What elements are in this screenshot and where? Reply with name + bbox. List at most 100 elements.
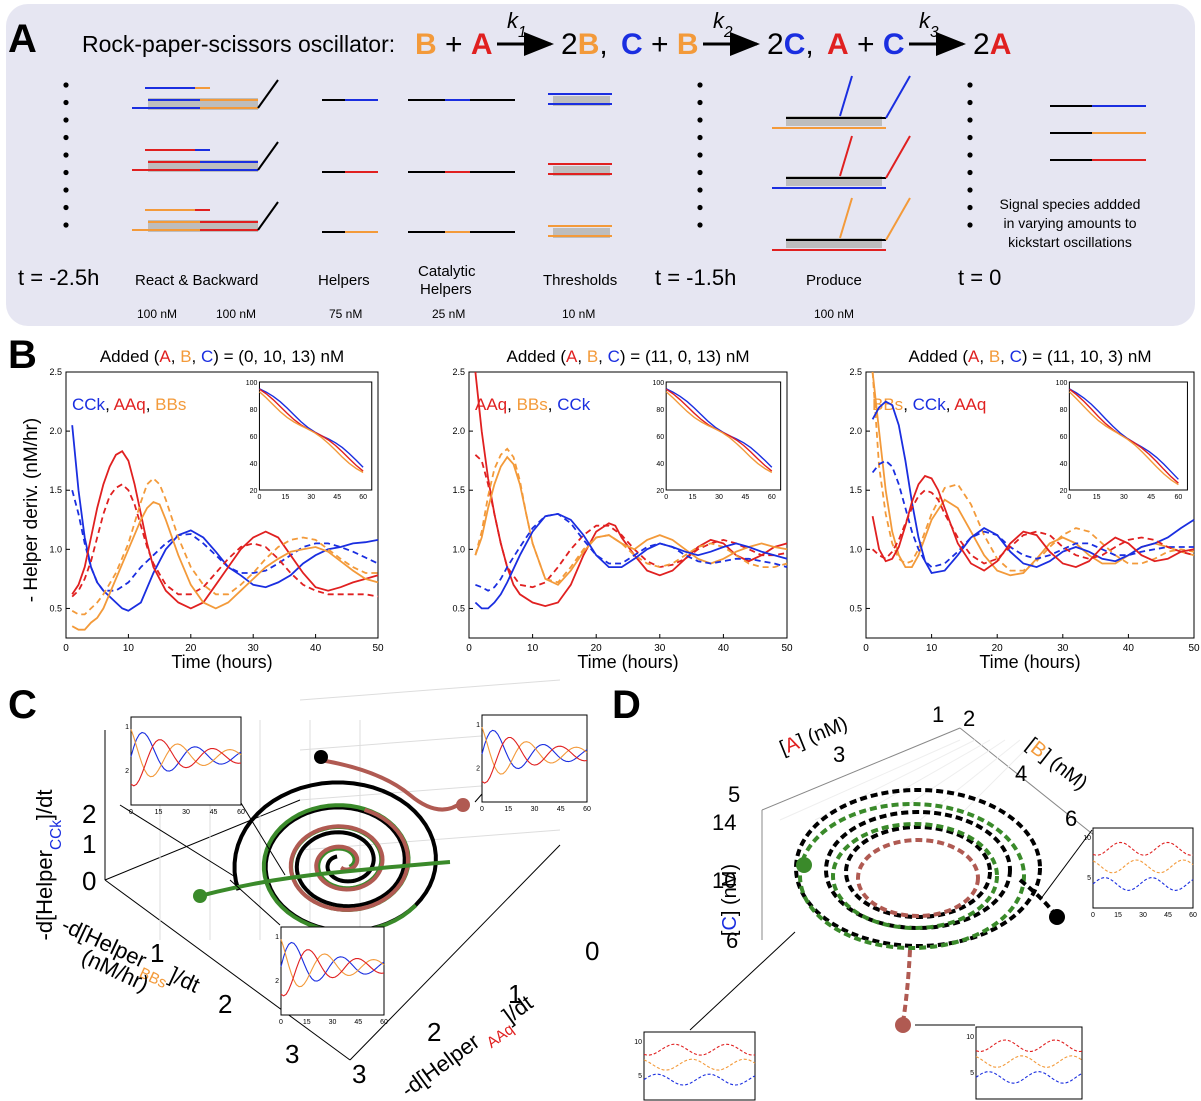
x-tick: 0 (585, 936, 599, 966)
series-line-bbs-sim- (871, 371, 1195, 572)
inset-x-tick: 60 (768, 494, 776, 501)
inset-line (643, 1043, 756, 1056)
text-part: k (713, 8, 725, 33)
x-tick-label: 0 (63, 643, 69, 654)
y-tick-label: 2.0 (849, 426, 862, 436)
panel-c-phase-plot: 0121230123-d[HelperCCk]/dt-d[HelperBBs]/… (32, 679, 599, 1101)
x-tick-label: 30 (654, 643, 666, 654)
group-label-catalytic-helpers: Helpers (420, 281, 472, 298)
inset-line (665, 391, 773, 474)
produce-arm (885, 135, 911, 179)
inset-x-tick: 30 (1139, 912, 1147, 919)
reaction-rhs: 2C, (767, 28, 814, 61)
text-part: , (979, 347, 988, 366)
inset-x-tick: 60 (237, 809, 245, 816)
start-marker-brown (895, 1017, 911, 1033)
text-part: Added ( (506, 347, 566, 366)
dot (63, 82, 69, 88)
text-part: , (598, 347, 607, 366)
inset-callout (119, 804, 238, 879)
dot (697, 187, 703, 193)
inset-x-tick: 45 (210, 809, 218, 816)
x-tick-label: 10 (527, 643, 539, 654)
threshold-duplex (553, 166, 610, 176)
y-tick-label: 1.5 (49, 485, 62, 495)
y-tick-label: 1.0 (452, 544, 465, 554)
series-line-cck-sim- (475, 512, 788, 592)
text-part: 2 (561, 28, 578, 61)
b-tick: 4 (1015, 761, 1027, 786)
text-part: B (989, 347, 1000, 366)
trajectory-brown-loop1 (856, 838, 980, 918)
inset-frame (280, 926, 385, 1016)
trajectory-black (232, 780, 438, 933)
equation-title: Rock-paper-scissors oscillator: (82, 31, 395, 57)
subplot-3: Added (A, B, C) = (11, 10, 3) nM 0.5 1.0 1.… (849, 347, 1200, 672)
x-tick-label: 30 (1057, 643, 1069, 654)
grid-line (884, 739, 1006, 821)
text-part: AAq (114, 395, 146, 414)
trajectory-green-tail (199, 860, 451, 898)
text-part: , (507, 395, 516, 414)
text-part: ) = (11, 10, 3) nM (1022, 347, 1152, 366)
rate-constant: k3 (919, 8, 939, 41)
inset-line (1092, 859, 1194, 874)
inset-x-tick: 60 (380, 1019, 388, 1026)
text-part: -d[Helper (32, 850, 57, 940)
inset-line (975, 1055, 1083, 1068)
y-tick-label: 0.5 (849, 603, 862, 613)
text-part: AAq (954, 395, 986, 414)
trajectory-green-loop2 (831, 822, 999, 930)
text-part: B (180, 347, 191, 366)
inset-y-tick: 60 (250, 434, 258, 441)
inset-x-tick: 15 (303, 1019, 311, 1026)
c-tick: 14 (712, 810, 736, 835)
text-part: A (159, 347, 171, 366)
text-part: , (599, 28, 607, 61)
a-tick: 3 (833, 742, 845, 767)
subplot-2: Added (A, B, C) = (11, 0, 13) nM 0.5 1.0 1.… (452, 347, 793, 672)
inset-x-tick: 0 (1091, 912, 1095, 919)
text-part: C (719, 916, 741, 930)
inset-frame (1092, 827, 1194, 909)
y-tick: 3 (285, 1039, 299, 1069)
inset-x-tick: 45 (1164, 912, 1172, 919)
text-part: ]/dt (165, 962, 203, 998)
toehold (257, 79, 279, 109)
text-part: CCk (913, 395, 947, 414)
inset-y-tick: 100 (652, 380, 664, 387)
rate-constant: k1 (507, 8, 527, 41)
x-tick-label: 10 (926, 643, 938, 654)
dot (63, 134, 69, 141)
inset-y-tick: 80 (656, 407, 664, 414)
panel-d-label: D (612, 683, 641, 727)
x-tick-label: 50 (1188, 643, 1200, 654)
text-part: , (171, 347, 180, 366)
produce-arm (839, 197, 853, 239)
y-tick-label: 1.0 (849, 544, 862, 554)
inset-y-tick: 40 (1060, 461, 1068, 468)
dot (63, 152, 69, 158)
produce-arm (839, 135, 853, 177)
dot (63, 187, 69, 193)
inset-line (643, 1073, 756, 1086)
x-tick-label: 50 (372, 643, 384, 654)
text-part: [ (719, 930, 741, 936)
inset-line (130, 739, 242, 787)
text-part: B (677, 28, 699, 61)
inset-callout (474, 793, 483, 803)
text-part: , (192, 347, 201, 366)
grid-line (299, 679, 561, 701)
x-tick: 1 (508, 979, 522, 1009)
inset-y-tick: 20 (250, 488, 258, 495)
text-part: , (1000, 347, 1009, 366)
y-tick-label: 2.0 (452, 426, 465, 436)
text-part: , (903, 395, 912, 414)
start-marker-green (796, 857, 812, 873)
axis-line (761, 727, 961, 811)
x-tick-label: 10 (123, 643, 135, 654)
group-label-helpers: Helpers (318, 272, 370, 289)
inset-x-tick: 30 (531, 806, 539, 813)
